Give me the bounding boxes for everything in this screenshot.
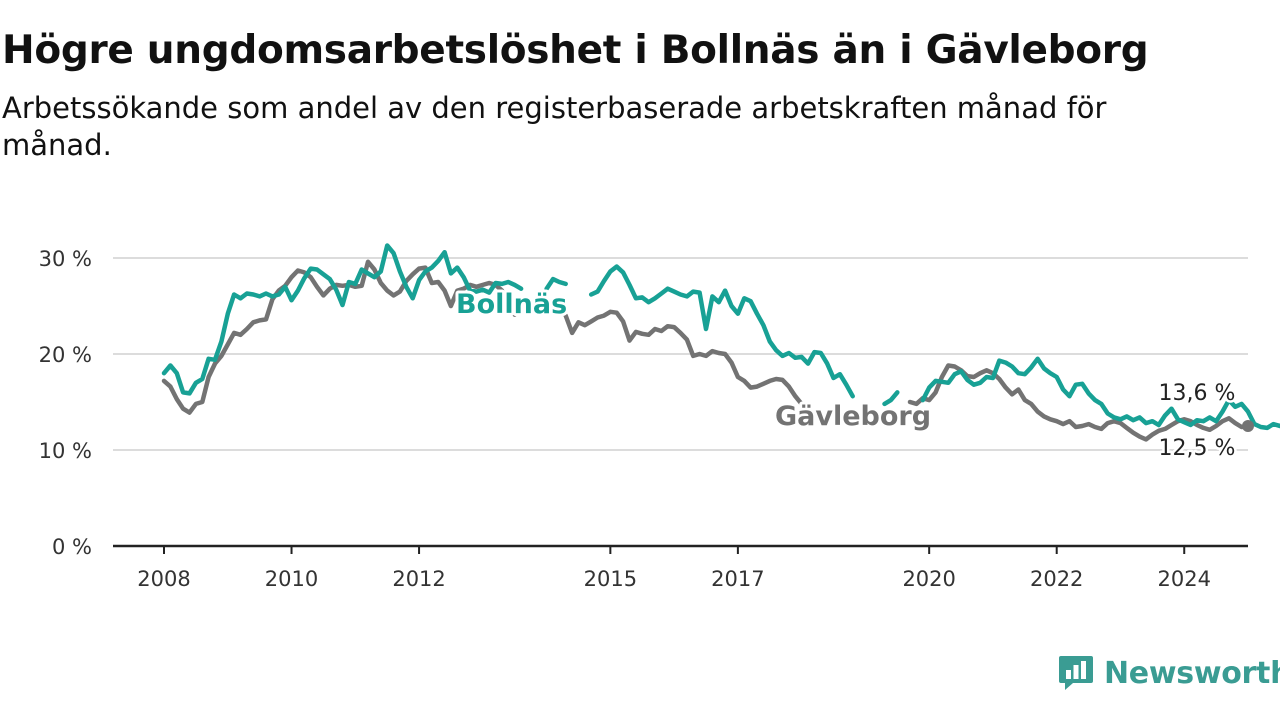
series-labels: Gävleborg 12,5 % Bollnäs 13,6 % xyxy=(453,286,1254,464)
x-tick-label: 2020 xyxy=(902,567,955,591)
x-axis-ticks: 2008 2010 2012 2015 2017 2020 2022 2024 xyxy=(113,544,1248,591)
y-tick-label: 20 % xyxy=(39,343,92,367)
series-line-gavleborg xyxy=(161,259,1251,442)
series-label-bollnas: Bollnäs xyxy=(456,289,567,320)
x-tick-label: 2010 xyxy=(265,567,318,591)
end-point-gavleborg xyxy=(1242,420,1254,432)
series-lines xyxy=(161,243,1280,442)
chart-title: Högre ungdomsarbetslöshet i Bollnäs än i… xyxy=(2,28,1149,73)
series-label-gavleborg: Gävleborg xyxy=(775,401,931,432)
grid-lines xyxy=(113,257,1248,451)
y-axis-ticks: 0 % 10 % 20 % 30 % xyxy=(39,247,92,559)
end-value-label-bollnas: 13,6 % xyxy=(1159,381,1236,406)
x-tick-label: 2024 xyxy=(1158,567,1211,591)
x-tick-label: 2017 xyxy=(711,567,764,591)
y-tick-label: 10 % xyxy=(39,439,92,463)
x-tick-label: 2008 xyxy=(137,567,190,591)
series-line-bollnas xyxy=(161,243,1280,431)
y-tick-label: 30 % xyxy=(39,247,92,271)
brand-logo: Newsworthy xyxy=(1058,654,1280,692)
x-tick-label: 2012 xyxy=(392,567,445,591)
newsworthy-logo-icon xyxy=(1059,656,1093,690)
x-tick-label: 2015 xyxy=(584,567,637,591)
y-tick-label: 0 % xyxy=(52,535,92,559)
end-value-label-gavleborg: 12,5 % xyxy=(1159,436,1236,461)
chart-subtitle: Arbetssökande som andel av den registerb… xyxy=(2,91,1107,162)
brand-name: Newsworthy xyxy=(1104,655,1280,691)
x-tick-label: 2022 xyxy=(1030,567,1083,591)
